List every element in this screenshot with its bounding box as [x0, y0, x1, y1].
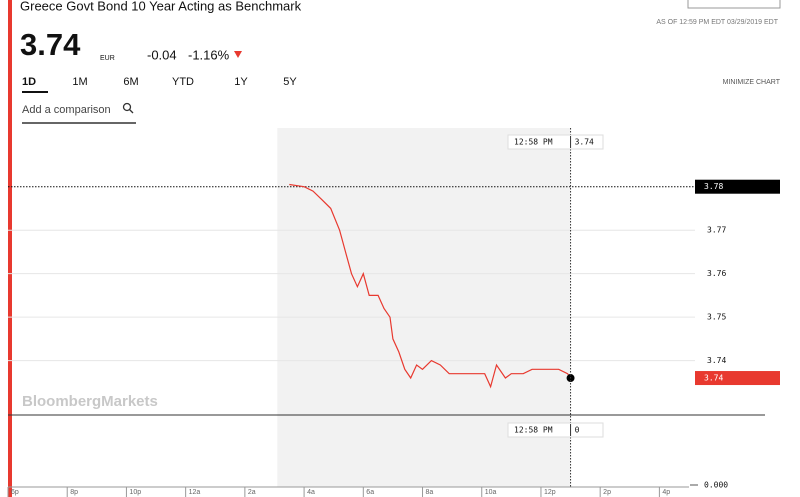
currency: EUR — [100, 55, 115, 62]
x-tick-label: 8p — [70, 489, 78, 496]
last-price-box — [695, 371, 780, 386]
search-icon — [122, 102, 134, 114]
prev-close-label: 3.78 — [704, 182, 723, 191]
last-price-label: 3.74 — [704, 374, 723, 383]
down-arrow — [234, 51, 242, 58]
crosshair-price: 3.74 — [575, 138, 594, 147]
tab[interactable]: 1Y — [234, 76, 248, 88]
x-tick-label: 12a — [189, 489, 201, 496]
prev-close-box — [695, 179, 780, 194]
tab[interactable]: 1D — [22, 76, 36, 88]
x-tick-label: 4p — [662, 489, 670, 496]
x-tick-label: 4a — [307, 489, 315, 496]
price-line — [289, 183, 572, 389]
accent-bar — [8, 0, 12, 497]
x-tick-label: 6a — [366, 489, 374, 496]
y-tick-label: 3.74 — [707, 356, 726, 365]
top-box — [687, 0, 781, 9]
x-tick-label: 2a — [248, 489, 256, 496]
watermark: BloombergMarkets — [22, 393, 158, 410]
x-tick-label: 6p — [11, 489, 19, 496]
tab[interactable]: 1M — [72, 76, 87, 88]
crosshair-box — [507, 134, 604, 150]
tabs: 1D 1M 6M YTD 1Y 5Y — [22, 76, 297, 88]
tab[interactable]: 6M — [123, 76, 138, 88]
title: Greece Govt Bond 10 Year Acting as Bench… — [20, 0, 302, 13]
x-tick-label: 8a — [426, 489, 434, 496]
y-tick-label: 3.77 — [707, 226, 726, 235]
plot: 3.74 3.75 3.76 3.77 3.78 BloombergMarkets 6p 8p… — [7, 128, 780, 497]
tab[interactable]: 5Y — [283, 76, 297, 88]
x-tick-label: 10p — [129, 489, 141, 496]
x-tick-label: 10a — [485, 489, 497, 496]
volume-tick-label: 0.000 — [704, 481, 728, 490]
as-of: AS OF 12:59 PM EDT 03/29/2019 EDT — [656, 19, 778, 26]
x-tick-label: 12p — [544, 489, 556, 496]
change-pct: -1.16% — [188, 47, 230, 62]
crosshair-time: 12:58 PM — [514, 426, 553, 435]
tab[interactable]: YTD — [172, 76, 194, 88]
change: -0.04 — [147, 47, 177, 62]
y-tick-label: 3.75 — [707, 313, 726, 322]
x-tick-label: 2p — [603, 489, 611, 496]
price: 3.74 — [20, 27, 81, 62]
crosshair-volume: 0 — [575, 426, 580, 435]
crosshair-time: 12:58 PM — [514, 138, 553, 147]
comparison-input[interactable]: Add a comparison — [22, 104, 111, 116]
y-tick-label: 3.76 — [707, 269, 726, 278]
crosshair-box — [507, 422, 604, 438]
minimize-chart[interactable]: MINIMIZE CHART — [723, 79, 781, 86]
